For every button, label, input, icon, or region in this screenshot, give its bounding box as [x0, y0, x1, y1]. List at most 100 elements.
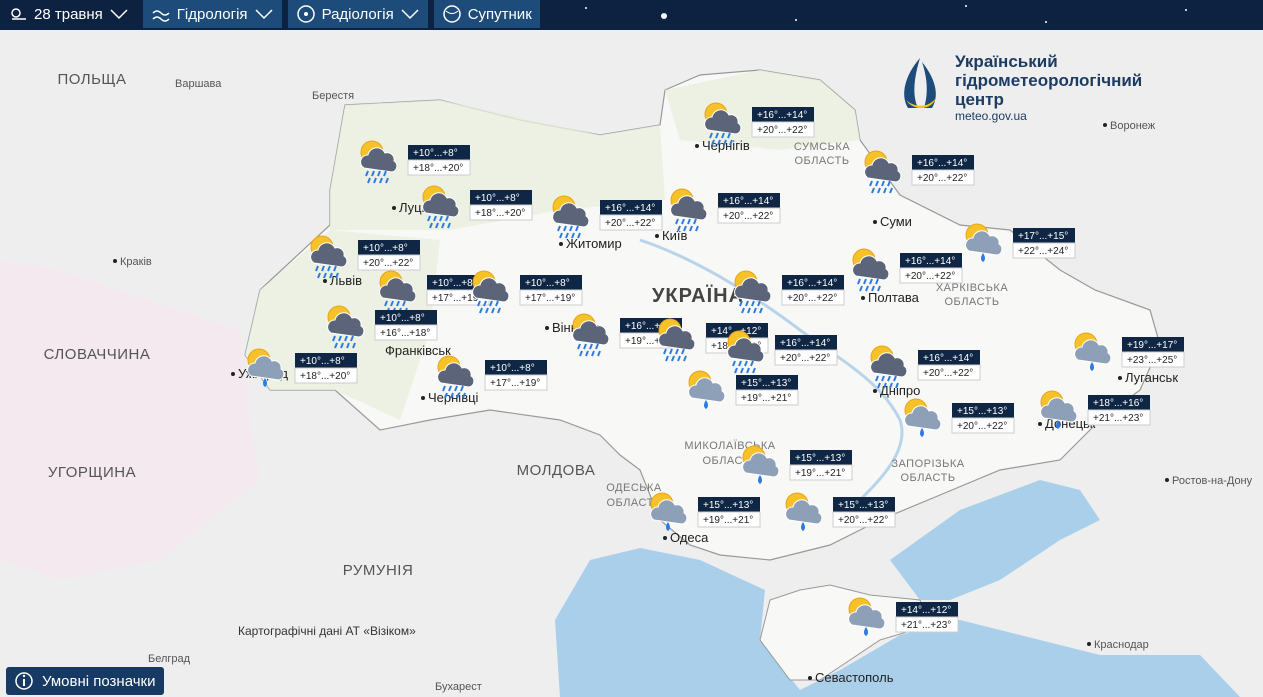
- rain: [681, 218, 687, 232]
- day-box: [917, 364, 981, 381]
- forecast: +10°...+8° +17°...+19°: [472, 270, 583, 314]
- cloud: [670, 195, 708, 221]
- drop: [758, 475, 762, 484]
- night-temp: +10°...+8°: [490, 363, 535, 374]
- rain: [869, 180, 875, 194]
- logo-url[interactable]: meteo.gov.ua: [955, 109, 1027, 123]
- night-box: [408, 145, 470, 160]
- day-temp: +17°...+19°: [432, 293, 482, 304]
- place-label: ПОЛЬЩА: [57, 71, 126, 88]
- rain: [563, 225, 569, 239]
- cloud: [848, 604, 886, 630]
- day-temp: +18°...+20°: [300, 371, 350, 382]
- day-temp: +20°...+22°: [780, 353, 830, 364]
- logo-title: центр: [955, 90, 1004, 109]
- place-label: Франківськ: [385, 343, 451, 358]
- legend-button[interactable]: Умовні позначки: [6, 667, 164, 695]
- cloud: [552, 202, 590, 228]
- date-selector[interactable]: 28 травня: [0, 0, 137, 28]
- night-box: [295, 353, 357, 368]
- rain: [732, 360, 738, 374]
- drop: [1056, 420, 1060, 429]
- night-box: [358, 240, 420, 255]
- weather-icon: [785, 492, 823, 531]
- place-dot: [861, 296, 865, 300]
- rain: [757, 300, 763, 314]
- day-box: [774, 349, 838, 366]
- place-label: Бухарест: [435, 681, 482, 693]
- day-temp: +20°...+22°: [917, 173, 967, 184]
- night-box: [600, 200, 662, 215]
- weather-icon: [437, 355, 475, 399]
- rain: [721, 132, 727, 146]
- cloud: [437, 362, 475, 388]
- forecast: +10°...+8° +17°...+19°: [437, 355, 548, 399]
- day-temp: +20°...+22°: [605, 218, 655, 229]
- place-dot: [1103, 123, 1107, 127]
- forecast: +10°...+8° +16°...+18°: [327, 305, 438, 349]
- day-temp: +20°...+22°: [905, 271, 955, 282]
- drop: [263, 378, 267, 387]
- forecast: +16°...+14° +20°...+22°: [870, 345, 981, 389]
- night-box: [375, 310, 437, 325]
- place-dot: [655, 234, 659, 238]
- night-box: [775, 335, 837, 350]
- rain: [427, 215, 433, 229]
- rain: [344, 335, 350, 349]
- day-temp: +20°...+22°: [757, 125, 807, 136]
- cloud: [650, 499, 688, 525]
- cloud: [422, 192, 460, 218]
- night-temp: +15°...+13°: [795, 453, 845, 464]
- day-box: [911, 169, 975, 186]
- place-dot: [113, 259, 117, 263]
- satellite-menu[interactable]: Супутник: [433, 0, 540, 28]
- info-icon: [15, 672, 33, 690]
- night-box: [900, 253, 962, 268]
- cloud: [379, 277, 417, 303]
- night-box: [1122, 337, 1184, 352]
- cloud: [310, 242, 348, 268]
- day-temp: +17°...+19°: [490, 378, 540, 389]
- day-box: [407, 159, 471, 176]
- place-label: Ростов-на-Дону: [1172, 475, 1253, 487]
- place-label: Суми: [880, 214, 912, 229]
- night-box: [1013, 228, 1075, 243]
- forecast: +16°...+14° +20°...+22°: [852, 248, 963, 292]
- rain: [575, 225, 581, 239]
- day-box: [789, 464, 853, 481]
- rain: [433, 215, 439, 229]
- rain: [875, 375, 881, 389]
- top-bar: 28 травня Гідрологія Радіологія Супутник: [0, 0, 1263, 30]
- rain: [887, 180, 893, 194]
- nav-label: Радіологія: [321, 5, 394, 23]
- cloud: [852, 255, 890, 281]
- day-box: [599, 214, 663, 231]
- night-temp: +10°...+8°: [525, 278, 570, 289]
- weather-icon: [1074, 332, 1112, 371]
- rain: [333, 265, 339, 279]
- weather-icon: [552, 195, 590, 239]
- night-temp: +10°...+8°: [475, 193, 520, 204]
- weather-icon: [965, 223, 1003, 262]
- weather-icon: [727, 330, 765, 374]
- rain: [750, 360, 756, 374]
- cloud: [688, 377, 726, 403]
- night-temp: +10°...+8°: [413, 148, 458, 159]
- weather-icon: [670, 188, 708, 232]
- hydrology-menu[interactable]: Гідрологія: [142, 0, 282, 28]
- radiology-menu[interactable]: Радіологія: [287, 0, 428, 28]
- place-dot: [663, 536, 667, 540]
- rain: [557, 225, 563, 239]
- forecast: +14°...+12° +21°...+23°: [848, 597, 959, 636]
- forecast: +10°...+8° +18°...+20°: [247, 348, 358, 387]
- place-label: УКРАЇНА: [652, 284, 744, 307]
- night-temp: +16°...+14°: [605, 203, 655, 214]
- day-temp: +20°...+22°: [923, 368, 973, 379]
- rain: [669, 348, 675, 362]
- day-temp: +20°...+22°: [957, 421, 1007, 432]
- rain: [744, 360, 750, 374]
- place-label: СУМСЬКА: [794, 141, 850, 153]
- forecast: +15°...+13° +20°...+22°: [904, 398, 1015, 437]
- night-box: [912, 155, 974, 170]
- drop: [1090, 362, 1094, 371]
